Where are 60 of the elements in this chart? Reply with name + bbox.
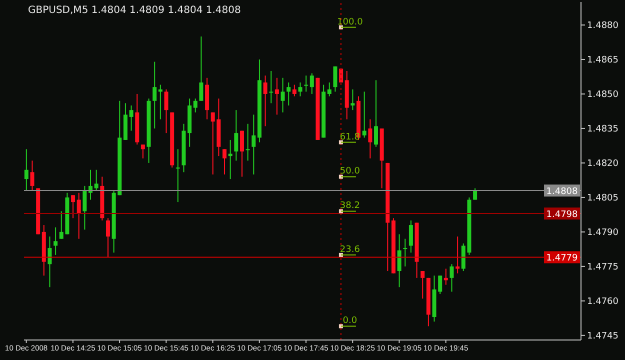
candlestick [252,114,256,175]
candlestick [310,72,314,94]
candlestick [164,88,168,134]
candlestick [24,148,28,192]
candlestick [48,236,52,288]
y-tick-label: 1.4865 [587,56,618,66]
candlestick [298,82,302,97]
candlestick [94,169,98,192]
candlestick [333,66,338,92]
ref-line-label: 1.4798 [546,210,578,220]
y-tick-label: 1.4745 [587,332,618,342]
candlestick [129,104,134,132]
candlestick [274,77,279,116]
candlestick [362,91,366,138]
candlestick [176,148,180,203]
candlestick [71,194,76,219]
y-tick-label: 1.4790 [587,228,619,238]
candlestick [408,220,413,254]
candlestick [368,118,372,159]
candlestick [234,110,238,162]
candlestick [82,185,87,230]
ref-line-label: 1.4808 [546,187,578,198]
candlestick [403,238,408,267]
candlestick [420,270,425,300]
candlestick [450,264,454,292]
y-tick-label: 1.4775 [587,262,618,273]
candlestick [30,160,34,192]
candlestick [374,80,378,148]
candlestick [327,82,332,97]
candlestick [152,61,157,129]
annotation: 23.6 [340,244,360,255]
y-tick-label: 1.4760 [587,297,619,308]
annotation: 100.0 [337,17,364,28]
candlestick [292,84,296,97]
y-tick-label: 1.4835 [587,124,618,135]
annotation: 0.0 [342,316,358,326]
candlestick [350,88,355,111]
y-tick-label: 1.4820 [587,159,619,170]
candlestick [286,82,291,106]
candlestick [54,226,58,256]
candlestick [246,123,250,162]
candlestick [193,98,198,113]
annotation: 50.0 [340,166,360,177]
candlestick [199,36,204,102]
y-tick-label: 1.4850 [587,90,619,100]
candlestick [140,144,145,159]
candlestick [222,148,227,175]
y-tick-label: 1.4805 [587,194,618,204]
annotation: 38.2 [340,201,360,212]
candlestick [76,192,81,240]
candlestick [304,75,308,92]
ref-line-label: 1.4779 [546,254,578,264]
candlestick [397,234,402,288]
chart-title: GBPUSD,M5 1.4804 1.4809 1.4804 1.4808 [28,5,241,16]
candlestick [263,75,268,127]
y-tick-label: 1.4880 [587,21,619,32]
candlestick [280,77,285,113]
candlestick [269,70,274,104]
candlestick [106,218,110,258]
candlestick [240,130,244,178]
